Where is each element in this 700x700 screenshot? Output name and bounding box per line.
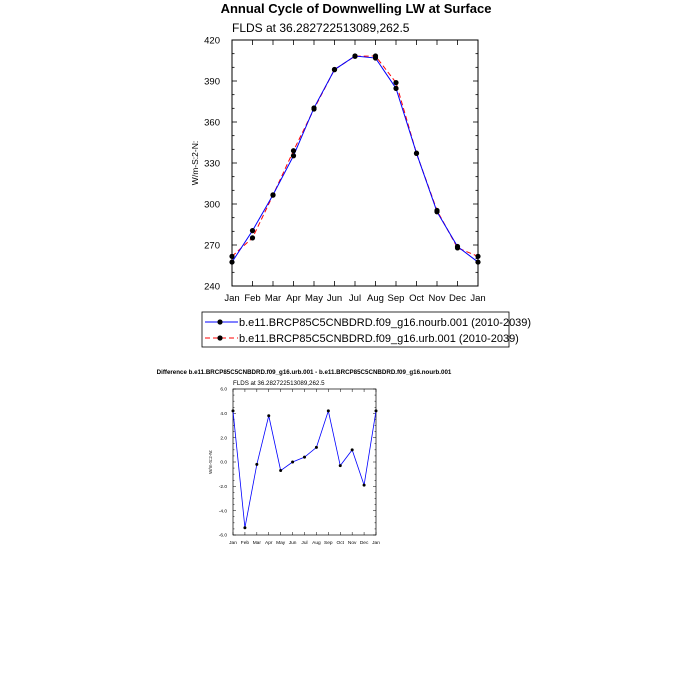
y-tick-label: 390 [204,76,220,87]
legend-marker-nourb [217,319,223,325]
diff-y-axis-label: W/m-S:2-N: [208,450,213,474]
series-1-point [393,80,399,86]
legend-entry-urb: b.e11.BRCP85C5CNBDRD.f09_g16.urb.001 (20… [205,333,519,345]
legend: b.e11.BRCP85C5CNBDRD.f09_g16.nourb.001 (… [201,311,531,348]
x-tick-label: Sep [388,293,405,304]
x-tick-label: Apr [265,540,273,546]
series-0-point [374,409,378,413]
x-tick-label: Mar [253,540,262,546]
series-1-point [352,53,358,59]
y-tick-label: 240 [204,281,220,292]
x-tick-label: May [276,540,286,546]
main-plot-area: Jan Feb Mar Apr May Jun Jul Aug Sep Oct Nov Dec Jan 2… [204,35,486,304]
y-tick-label: 360 [204,117,220,128]
series-1-point [229,253,235,259]
series-0-point [475,259,481,265]
legend-marker-urb [217,335,223,341]
series-1-point [249,235,256,241]
y-tick-label: -4.0 [219,508,228,514]
diff-chart-title: Difference b.e11.BRCP85C5CNBDRD.f09_g16.… [157,369,452,376]
x-tick-label: Oct [409,293,424,304]
diff-plot-area: Jan Feb Mar Apr May Jun Jul Aug Sep Oct Nov Dec Jan-… [219,387,380,546]
series-1-point [413,150,420,157]
x-tick-label: Sep [324,540,333,546]
y-tick-label: 300 [204,199,220,210]
y-tick-label: 420 [204,35,220,46]
x-tick-label: Aug [367,293,384,304]
y-tick-label: -2.0 [219,484,228,490]
series-line-1 [231,55,479,257]
y-tick-label: 270 [204,240,220,251]
y-tick-label: 0.0 [220,460,227,466]
legend-entry-nourb: b.e11.BRCP85C5CNBDRD.f09_g16.nourb.001 (… [205,317,531,329]
series-line-0 [231,55,479,263]
series-0-point [279,469,283,473]
y-tick-label: 4.0 [220,411,227,417]
y-tick-label: 2.0 [220,435,227,441]
x-tick-label: Dec [449,293,466,304]
series-1-point [434,207,440,214]
series-0-point [255,462,259,466]
series-0-point [267,414,271,418]
chart-title: Annual Cycle of Downwelling LW at Surfac… [221,1,492,16]
y-axis-label: W/m-S:2-N: [190,141,200,185]
series-0-point [393,85,399,91]
y-tick-label: -6.0 [219,533,228,539]
series-0-point [350,448,354,452]
x-tick-label: Jun [327,293,342,304]
series-0-point [326,409,330,413]
legend-label-nourb: b.e11.BRCP85C5CNBDRD.f09_g16.nourb.001 (… [239,317,531,329]
x-tick-label: Dec [360,540,369,546]
series-1-point [454,245,461,251]
x-tick-label: Jan [372,540,380,546]
x-tick-label: Apr [286,293,301,304]
x-tick-label: Oct [337,540,345,546]
y-tick-label: 6.0 [220,387,227,393]
series-0-point [249,228,256,234]
x-tick-label: Nov [429,293,446,304]
x-tick-label: Jan [224,293,239,304]
x-tick-label: Mar [265,293,281,304]
x-tick-label: Jul [301,540,307,546]
x-tick-label: Feb [241,540,250,546]
series-0-point [243,526,247,530]
series-0-point [314,445,318,449]
legend-box [201,311,510,348]
x-tick-label: Aug [312,540,321,546]
x-tick-label: Jul [349,293,361,304]
x-tick-label: Jan [229,540,237,546]
series-0-point [303,455,306,459]
series-line-0 [232,409,377,528]
x-tick-label: Jun [289,540,297,546]
legend-label-urb: b.e11.BRCP85C5CNBDRD.f09_g16.urb.001 (20… [239,333,519,345]
y-tick-label: 330 [204,158,220,169]
series-1-point [331,66,338,73]
series-1-point [311,106,317,112]
diff-chart-subtitle: FLDS at 36.282722513089,262.5 [233,380,325,387]
plot-frame [231,39,479,287]
chart-subtitle: FLDS at 36.282722513089,262.5 [232,21,410,35]
x-tick-label: Nov [348,540,357,546]
series-1-point [475,253,481,259]
series-1-point [270,192,276,198]
series-0-point [231,409,235,413]
x-tick-label: May [305,293,323,304]
x-tick-label: Jan [470,293,485,304]
series-0-point [229,259,235,265]
series-0-point [291,460,295,464]
x-tick-label: Feb [244,293,260,304]
series-0-point [362,483,366,487]
plot-frame [232,388,377,536]
series-0-point [290,153,297,159]
series-0-point [338,464,342,468]
series-1-point [290,148,297,154]
series-1-point [372,53,379,59]
